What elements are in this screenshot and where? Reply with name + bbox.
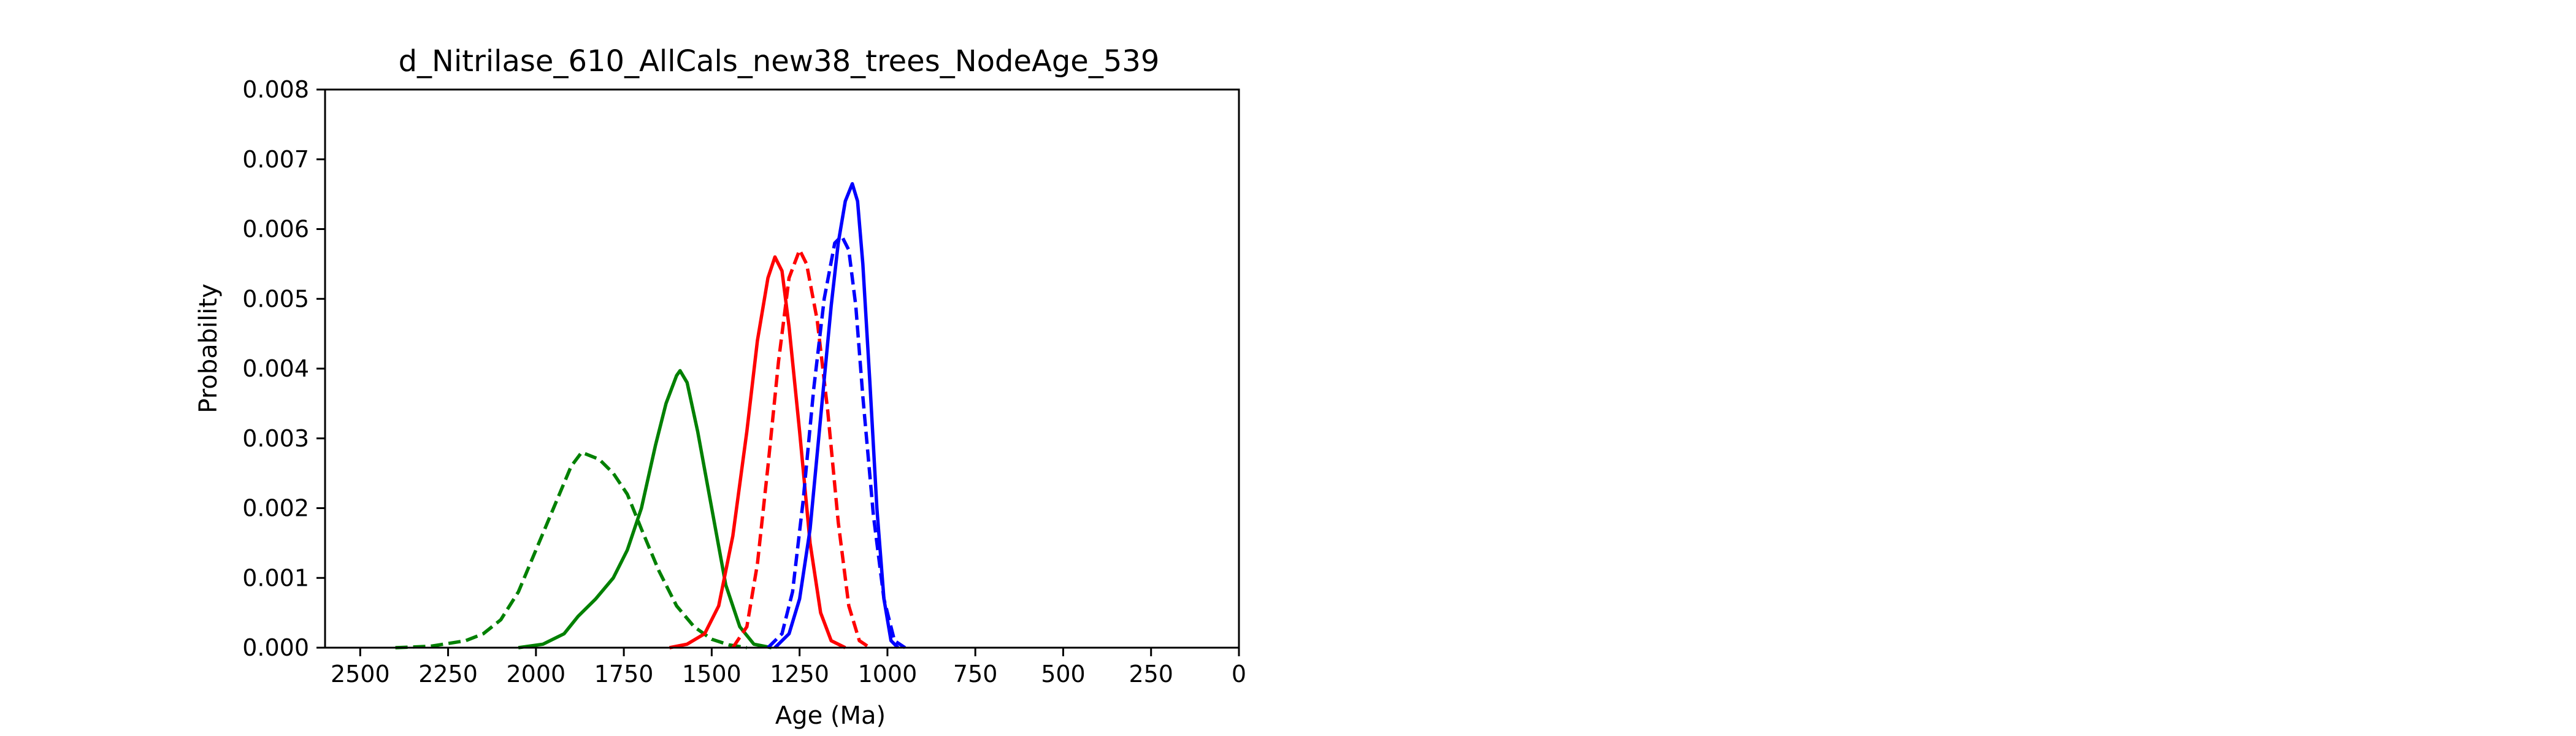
x-axis-label: Age (Ma): [775, 702, 886, 730]
series-line-4: [731, 248, 871, 650]
x-tick-label: 1000: [858, 661, 918, 688]
x-tick-label: 1250: [770, 661, 829, 688]
y-tick-label: 0.007: [242, 146, 309, 173]
y-tick-label: 0.005: [242, 285, 309, 312]
y-axis-label: Probability: [194, 283, 223, 413]
series-line-1: [395, 450, 748, 650]
y-tick-label: 0.003: [242, 425, 309, 452]
x-tick-label: 1750: [594, 661, 654, 688]
x-tick-label: 500: [1041, 661, 1086, 688]
x-tick-label: 0: [1232, 661, 1246, 688]
y-axis-ticks: 0.000 0.001 0.002 0.003 0.004 0.005 0.006 0.007…: [242, 76, 325, 661]
series-line-3: [669, 255, 846, 650]
x-tick-label: 2250: [418, 661, 478, 688]
series-line-2: [518, 369, 772, 650]
series-line-5: [767, 234, 907, 650]
x-tick-label: 750: [953, 661, 998, 688]
chart-title: d_Nitrilase_610_AllCals_new38_trees_Node…: [399, 44, 1160, 79]
y-tick-label: 0.004: [242, 355, 309, 382]
series-line-6: [773, 182, 900, 649]
x-tick-label: 250: [1129, 661, 1173, 688]
x-tick-label: 1500: [682, 661, 742, 688]
y-tick-label: 0.001: [242, 564, 309, 591]
plot-series-group: [395, 182, 907, 650]
y-tick-label: 0.006: [242, 216, 309, 243]
y-tick-label: 0.008: [242, 76, 309, 103]
x-tick-label: 2500: [331, 661, 390, 688]
x-axis-ticks: 2500 2250 2000 1750 1500 1250 1000 750 500 250 0: [331, 648, 1246, 688]
y-tick-label: 0.002: [242, 495, 309, 522]
x-tick-label: 2000: [506, 661, 565, 688]
y-tick-label: 0.000: [242, 634, 309, 661]
